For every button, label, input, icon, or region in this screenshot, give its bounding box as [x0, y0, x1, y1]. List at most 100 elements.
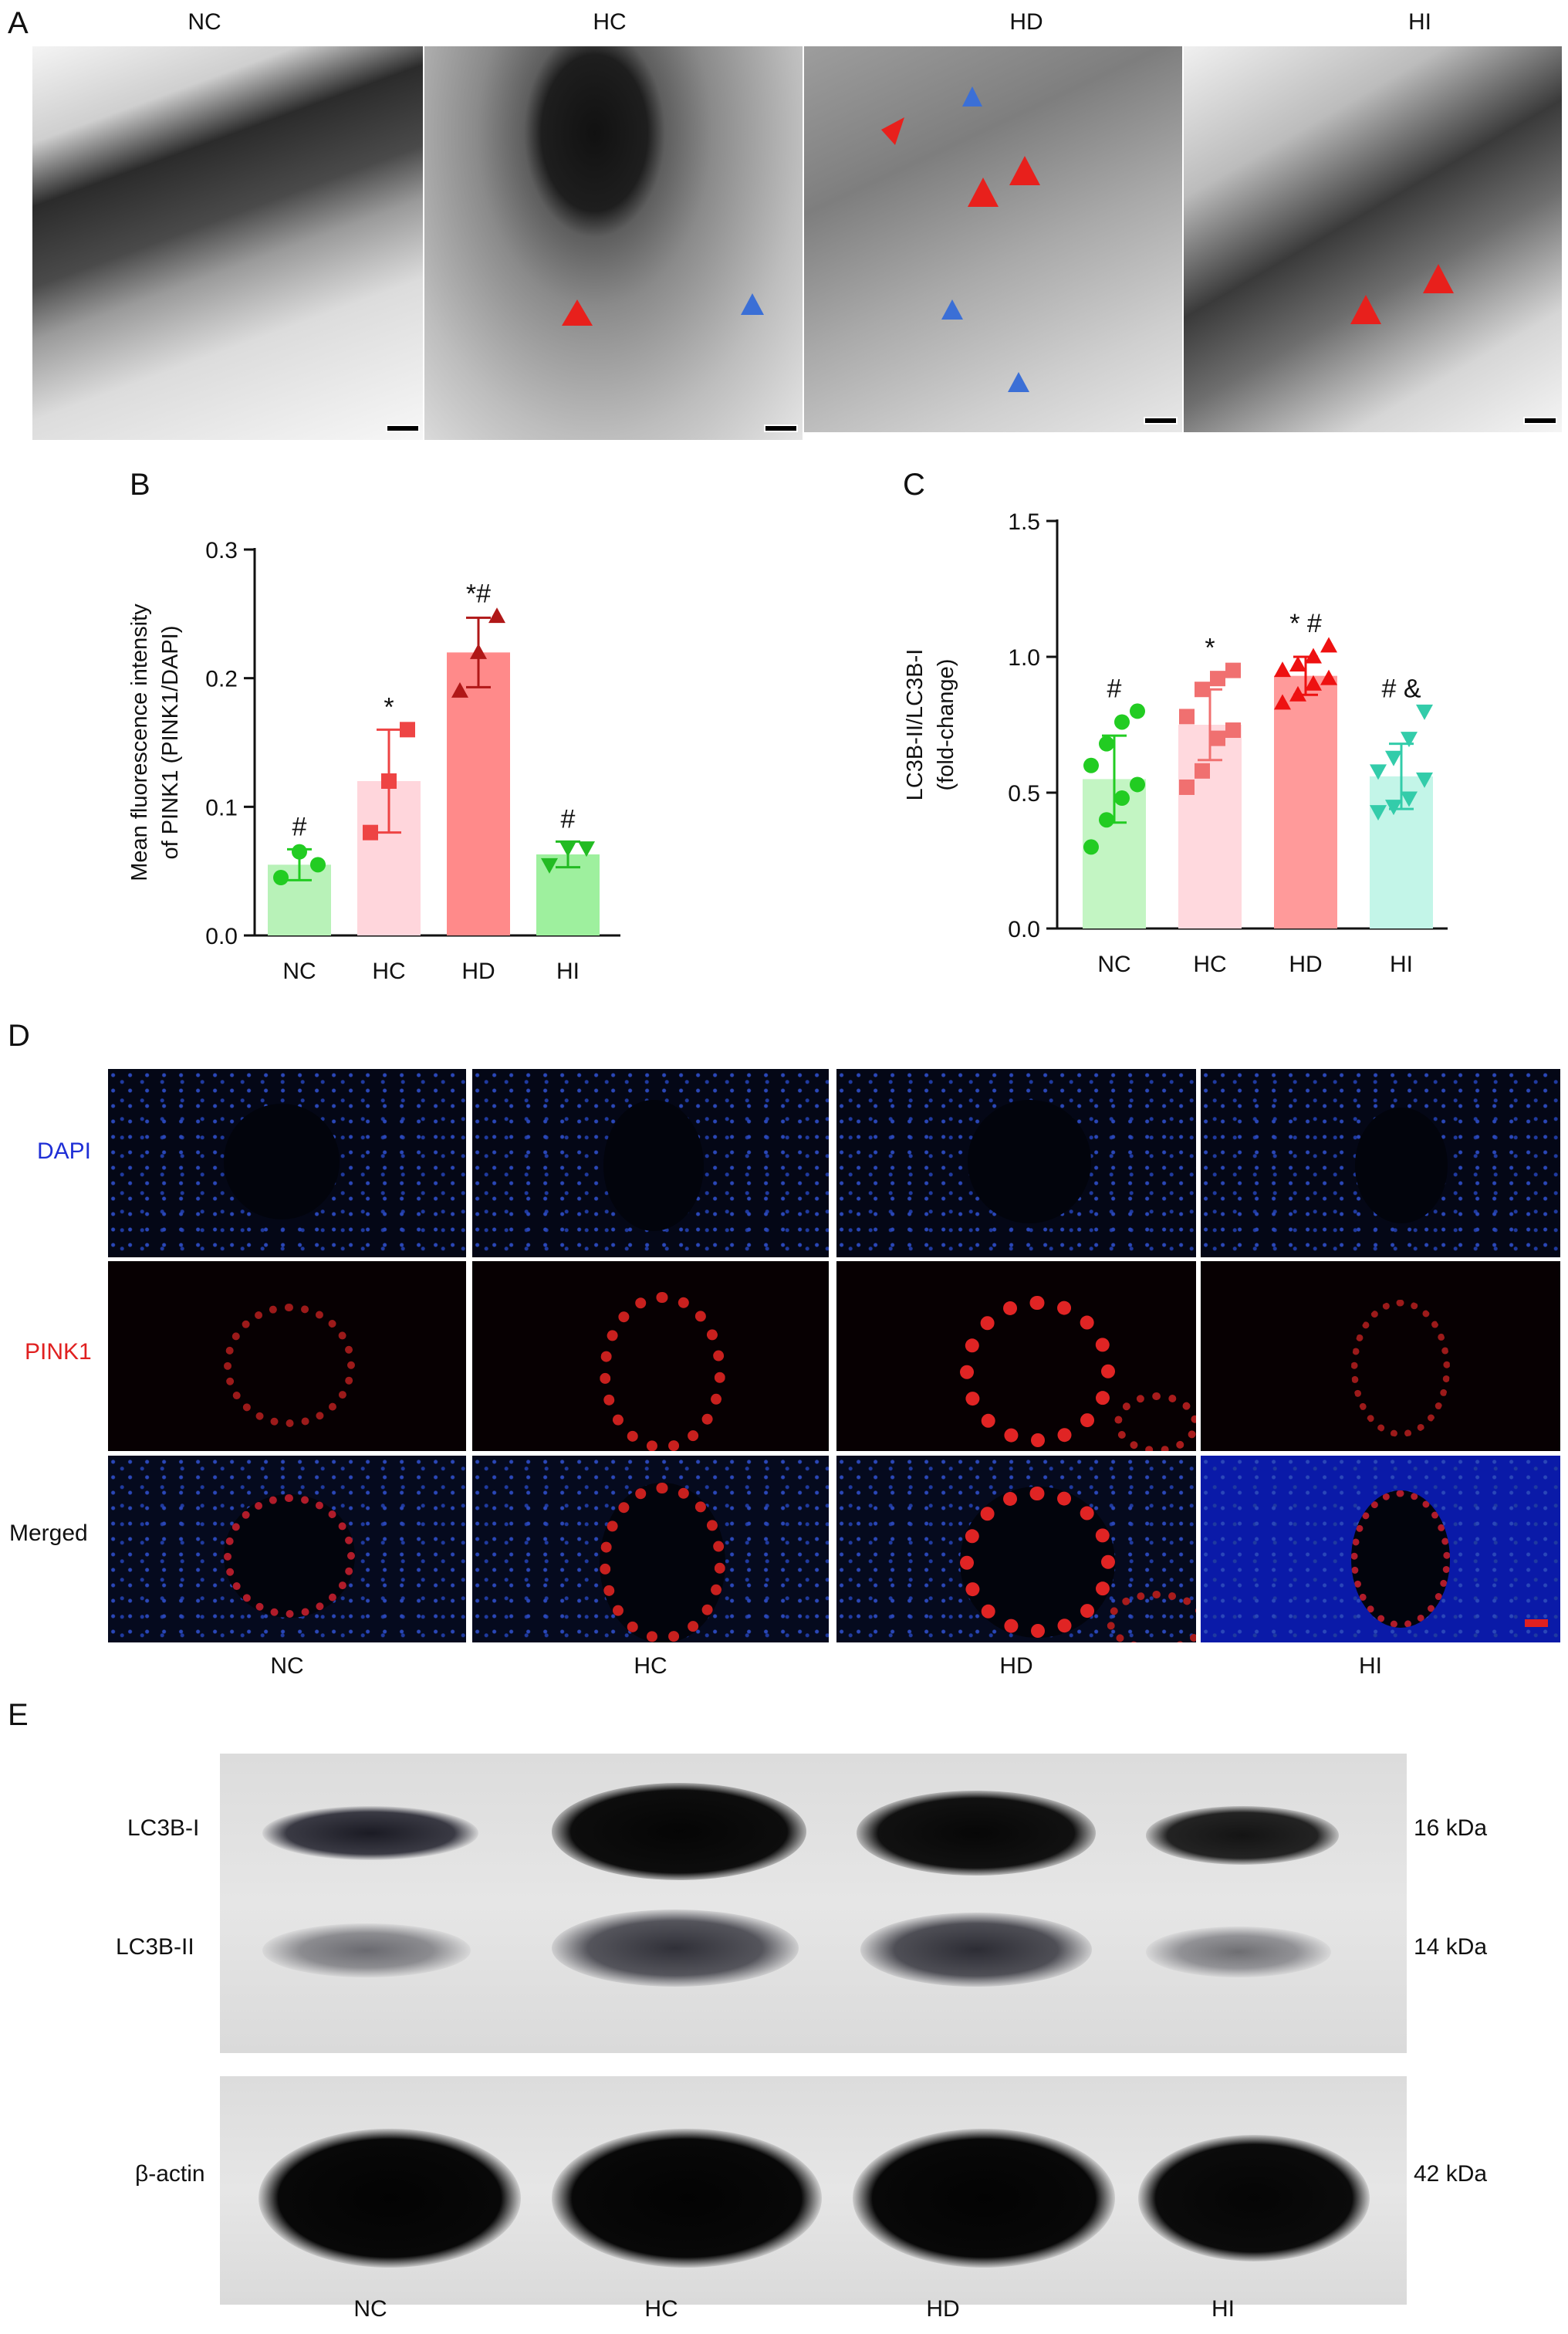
if-image-merged-nc [108, 1456, 466, 1642]
data-point [559, 841, 576, 857]
data-point [1416, 772, 1433, 788]
data-point [1130, 776, 1145, 793]
data-point [451, 682, 468, 698]
data-point [273, 870, 289, 885]
if-image-pink1-hc [472, 1261, 829, 1451]
mitochondria-arrowhead-blue [962, 86, 982, 107]
data-point [1274, 661, 1291, 678]
em-image-nc [32, 46, 423, 440]
panel-label-e: E [8, 1698, 29, 1732]
y-tick-label: 0.2 [205, 667, 238, 692]
data-point [1305, 648, 1322, 664]
panel-a-column-label: HD [1009, 9, 1043, 35]
data-point [1401, 791, 1418, 807]
scale-bar [1144, 417, 1178, 425]
data-point [310, 857, 326, 873]
western-blot-lc3b [220, 1754, 1407, 2053]
significance-annotation: *# [466, 580, 491, 609]
data-point [1083, 757, 1099, 773]
row-label-merged: Merged [9, 1520, 88, 1546]
data-point [1083, 839, 1099, 855]
y-axis-label: LC3B-II/LC3B-I [903, 649, 928, 801]
y-tick-label: 0.5 [1008, 781, 1040, 807]
bar [1274, 675, 1337, 929]
significance-annotation: # [1107, 674, 1122, 703]
mitophagy-arrowhead-red [968, 178, 999, 207]
x-tick-label: HI [556, 959, 580, 984]
y-tick-label: 0.1 [205, 795, 238, 820]
scale-bar [1525, 1619, 1548, 1627]
mitophagy-arrowhead-red [562, 299, 593, 326]
data-point [1305, 675, 1322, 691]
data-point [1385, 750, 1402, 766]
x-tick-label: HI [1390, 952, 1413, 977]
data-point [1401, 732, 1418, 748]
panel-e-column-label: HI [1211, 2296, 1235, 2322]
data-point [1179, 709, 1195, 725]
data-point [1114, 714, 1130, 730]
if-image-merged-hd [836, 1456, 1196, 1642]
data-point [292, 844, 307, 860]
data-point [1385, 800, 1402, 816]
data-point [1210, 671, 1225, 687]
if-image-pink1-hd [836, 1261, 1196, 1451]
data-point [1130, 703, 1145, 719]
bar [447, 652, 510, 935]
x-tick-label: HD [1289, 952, 1322, 977]
data-point [1195, 682, 1210, 698]
if-image-dapi-nc [108, 1069, 466, 1257]
panel-label-c: C [903, 468, 925, 502]
significance-annotation: # [292, 812, 307, 841]
y-tick-label: 1.5 [1008, 509, 1040, 535]
data-point [381, 773, 397, 789]
y-axis-label: of PINK1 (PINK1/DAPI) [158, 626, 183, 860]
data-point [1210, 730, 1225, 746]
band-label-lc3b-ii: LC3B-II [116, 1934, 194, 1960]
significance-annotation: # & [1381, 674, 1421, 703]
scale-bar [1523, 417, 1557, 425]
data-point [1320, 637, 1337, 653]
x-tick-label: HC [372, 959, 405, 984]
western-blot-beta-actin [220, 2076, 1407, 2305]
row-label-dapi: DAPI [37, 1138, 92, 1164]
data-point [470, 643, 487, 659]
mitophagy-arrowhead-red [881, 117, 904, 145]
panel-a-column-label: HC [593, 9, 627, 35]
panel-label-d: D [8, 1019, 30, 1053]
if-image-dapi-hc [472, 1069, 829, 1257]
mitophagy-arrowhead-red [1423, 264, 1454, 293]
data-point [578, 841, 595, 857]
data-point [1114, 790, 1130, 807]
data-point [400, 722, 415, 738]
y-tick-label: 0.3 [205, 538, 238, 563]
x-tick-label: NC [282, 959, 316, 984]
if-image-merged-hi [1201, 1456, 1560, 1642]
panel-e-column-label: HD [926, 2296, 960, 2322]
data-point [1179, 779, 1195, 795]
band-label-lc3b-i: LC3B-I [127, 1815, 200, 1841]
data-point [1225, 722, 1241, 739]
data-point [1289, 656, 1306, 672]
mitochondria-arrowhead-blue [741, 293, 764, 315]
data-point [1370, 805, 1387, 821]
panel-label-b: B [130, 468, 150, 502]
mitochondria-arrowhead-blue [941, 299, 963, 320]
mitochondria-arrowhead-blue [1008, 372, 1029, 392]
data-point [363, 824, 378, 841]
scale-bar [764, 425, 798, 432]
data-point [1099, 812, 1114, 828]
y-tick-label: 1.0 [1008, 645, 1040, 671]
x-tick-label: HC [1193, 952, 1226, 977]
data-point [1289, 685, 1306, 702]
data-point [1274, 694, 1291, 710]
data-point [1099, 736, 1114, 752]
em-image-hc [424, 46, 803, 440]
data-point [1416, 704, 1433, 720]
panel-a-column-label: NC [188, 9, 221, 35]
lc3b-ratio-chart: 0.0 0.5 1.0 1.5 LC3B-II/LC3B-I (fold-change) #… [903, 509, 1448, 977]
mitophagy-arrowhead-red [1350, 295, 1381, 324]
band-size-lc3b-ii: 14 kDa [1414, 1934, 1488, 1960]
if-image-merged-hc [472, 1456, 829, 1642]
significance-annotation: # [561, 804, 576, 834]
y-axis-label: Mean fluorescence intensity [127, 604, 152, 881]
